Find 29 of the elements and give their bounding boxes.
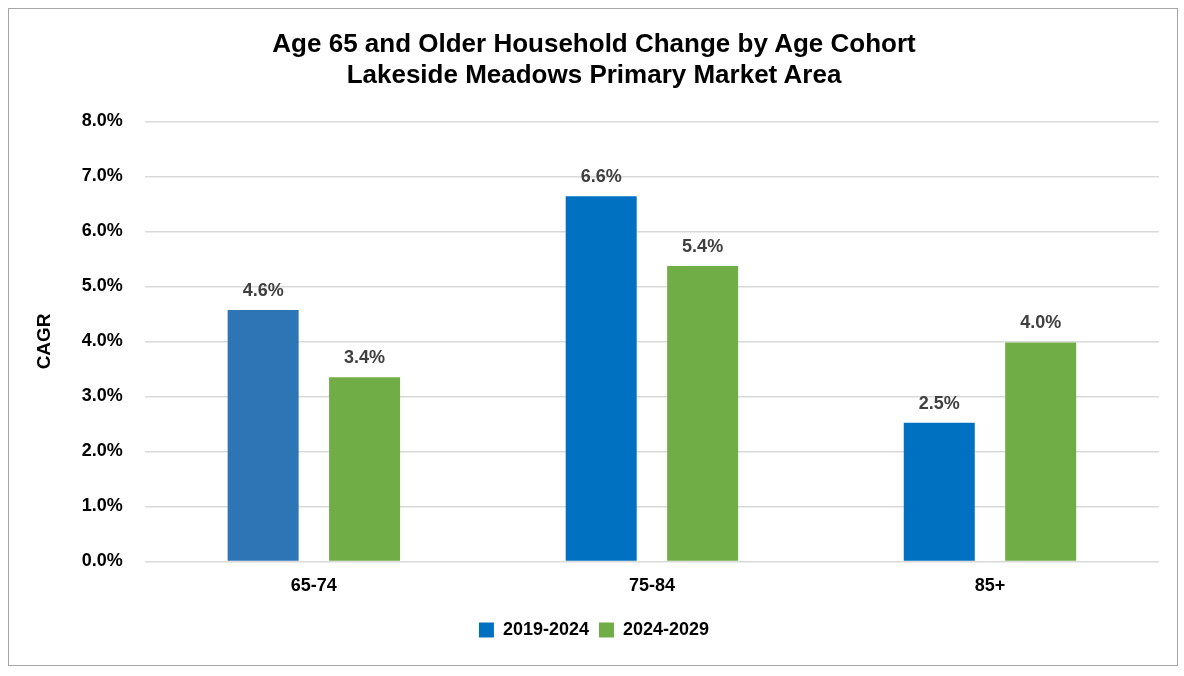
data-label: 5.4% <box>682 236 724 257</box>
bar <box>329 377 401 561</box>
y-tick-label: 1.0% <box>81 495 123 516</box>
bar <box>227 310 299 561</box>
y-tick-label: 8.0% <box>81 110 123 131</box>
y-tick-label: 6.0% <box>81 220 123 241</box>
data-label: 4.0% <box>1020 312 1062 333</box>
y-tick-label: 5.0% <box>81 275 123 296</box>
y-tick-label: 3.0% <box>81 385 123 406</box>
y-tick-label: 4.0% <box>81 330 123 351</box>
bar <box>565 196 637 561</box>
y-tick-label: 0.0% <box>81 550 123 571</box>
y-tick-label: 7.0% <box>81 165 123 186</box>
x-tick-label: 75-84 <box>628 575 675 596</box>
data-label: 3.4% <box>344 347 386 368</box>
bar <box>667 266 739 561</box>
bar <box>903 422 975 561</box>
x-tick-label: 85+ <box>974 575 1006 596</box>
data-label: 6.6% <box>580 166 622 187</box>
data-label: 2.5% <box>918 392 960 413</box>
data-label: 4.6% <box>242 280 284 301</box>
legend-label: 2024-2029 <box>623 618 710 639</box>
legend-label: 2019-2024 <box>502 618 590 639</box>
text: Age 65 and Older Household Change by Age Cohort <box>272 27 916 58</box>
y-tick-label: 2.0% <box>81 440 123 461</box>
bar <box>1005 342 1077 561</box>
x-tick-label: 65-74 <box>290 575 337 596</box>
text: Lakeside Meadows Primary Market Area <box>346 58 842 89</box>
y-axis-title: CAGR <box>32 313 54 370</box>
